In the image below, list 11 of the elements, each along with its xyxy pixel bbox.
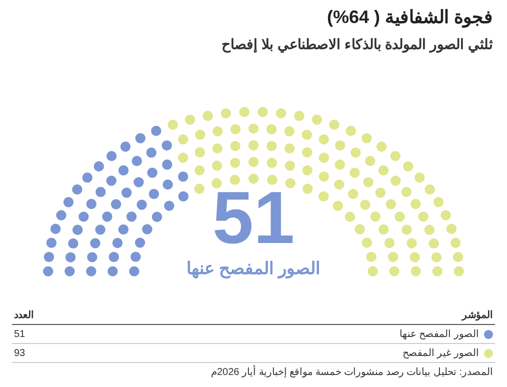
data-label: 93 [14, 348, 26, 358]
text: المصدر: تحليل بيانات رصد منشورات خمسة مواقع إخبارية أيار 2026م [210, 366, 493, 378]
text: الصور المفصح عنها [185, 258, 322, 279]
text: فجوة الشفافية ( 64%) [326, 6, 493, 28]
text: العدد [14, 309, 34, 321]
category-label: الصور المفصح عنها [399, 329, 479, 340]
category-label: الصور غير المفصح [402, 348, 479, 359]
text: 51 [14, 328, 26, 340]
text: ثلثي الصور المولدة بالذكاء الاصطناعي بلا إفصاح [222, 36, 493, 52]
legend-title: المؤشر [462, 309, 493, 321]
data-label: 51 [211, 176, 296, 259]
